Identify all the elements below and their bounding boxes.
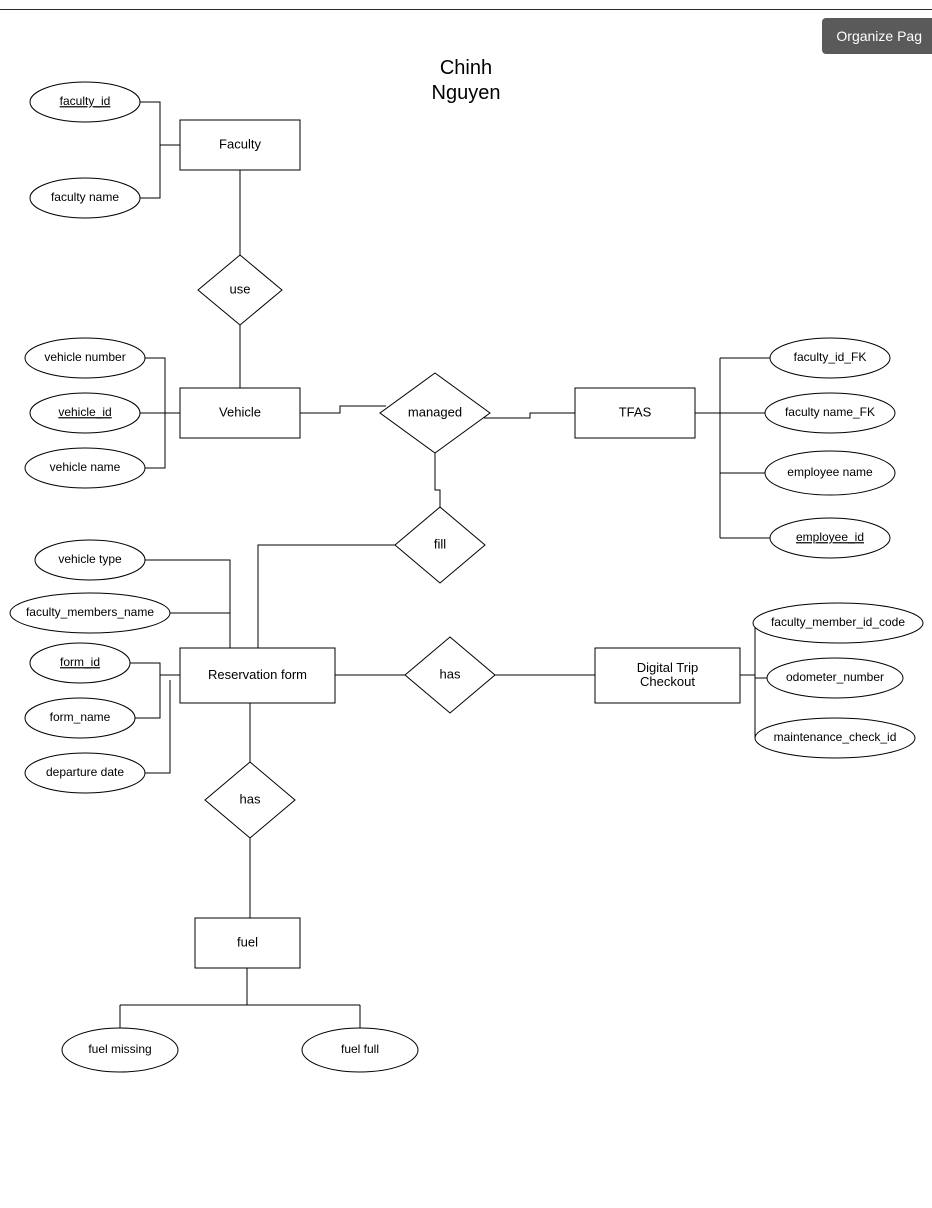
attribute-fuel_full: fuel full <box>302 1028 418 1072</box>
svg-text:employee_id: employee_id <box>796 530 864 544</box>
svg-text:Faculty: Faculty <box>219 136 261 151</box>
svg-text:use: use <box>230 281 251 296</box>
svg-text:faculty_member_id_code: faculty_member_id_code <box>771 615 905 629</box>
svg-text:vehicle number: vehicle number <box>44 350 125 364</box>
relationship-has1: has <box>405 637 495 713</box>
svg-text:employee name: employee name <box>787 465 873 479</box>
attribute-fac_members_name: faculty_members_name <box>10 593 170 633</box>
svg-text:faculty name: faculty name <box>51 190 119 204</box>
svg-text:Checkout: Checkout <box>640 674 695 689</box>
attribute-vehicle_number: vehicle number <box>25 338 145 378</box>
attribute-form_name: form_name <box>25 698 135 738</box>
attribute-faculty_id_fk: faculty_id_FK <box>770 338 890 378</box>
relationship-fill: fill <box>395 507 485 583</box>
attribute-vehicle_id: vehicle_id <box>30 393 140 433</box>
svg-text:maintenance_check_id: maintenance_check_id <box>774 730 897 744</box>
svg-text:fill: fill <box>434 536 446 551</box>
svg-text:vehicle name: vehicle name <box>50 460 121 474</box>
er-diagram: Faculty Vehicle TFAS Reservation form Digita… <box>0 0 932 1208</box>
entity-vehicle: Vehicle <box>180 388 300 438</box>
svg-text:faculty_id: faculty_id <box>60 94 111 108</box>
attribute-fuel_missing: fuel missing <box>62 1028 178 1072</box>
entity-resform: Reservation form <box>180 648 335 703</box>
svg-text:Reservation form: Reservation form <box>208 667 307 682</box>
svg-text:TFAS: TFAS <box>619 404 652 419</box>
svg-text:Digital Trip: Digital Trip <box>637 660 698 675</box>
svg-text:vehicle type: vehicle type <box>58 552 122 566</box>
svg-text:faculty_members_name: faculty_members_name <box>26 605 154 619</box>
relationship-use: use <box>198 255 282 325</box>
attribute-faculty_name_fk: faculty name_FK <box>765 393 895 433</box>
entity-fuel: fuel <box>195 918 300 968</box>
attribute-faculty_id: faculty_id <box>30 82 140 122</box>
svg-text:fuel: fuel <box>237 934 258 949</box>
svg-text:fuel missing: fuel missing <box>88 1042 151 1056</box>
attribute-employee_id: employee_id <box>770 518 890 558</box>
svg-text:Vehicle: Vehicle <box>219 404 261 419</box>
attribute-vehicle_name: vehicle name <box>25 448 145 488</box>
attribute-maint_check_id: maintenance_check_id <box>755 718 915 758</box>
attribute-vehicle_type: vehicle type <box>35 540 145 580</box>
svg-text:faculty_id_FK: faculty_id_FK <box>794 350 867 364</box>
svg-text:has: has <box>440 666 461 681</box>
svg-text:has: has <box>240 791 261 806</box>
relationship-has2: has <box>205 762 295 838</box>
entity-tfas: TFAS <box>575 388 695 438</box>
attribute-departure_date: departure date <box>25 753 145 793</box>
svg-text:odometer_number: odometer_number <box>786 670 884 684</box>
svg-text:departure date: departure date <box>46 765 124 779</box>
svg-text:fuel full: fuel full <box>341 1042 379 1056</box>
attribute-form_id: form_id <box>30 643 130 683</box>
entity-faculty: Faculty <box>180 120 300 170</box>
relationship-managed: managed <box>380 373 490 453</box>
svg-text:form_id: form_id <box>60 655 100 669</box>
attribute-odometer_number: odometer_number <box>767 658 903 698</box>
svg-text:faculty name_FK: faculty name_FK <box>785 405 875 419</box>
attribute-fac_member_id: faculty_member_id_code <box>753 603 923 643</box>
svg-text:vehicle_id: vehicle_id <box>58 405 111 419</box>
attribute-employee_name: employee name <box>765 451 895 495</box>
entity-dtc: Digital TripCheckout <box>595 648 740 703</box>
attribute-faculty_name: faculty name <box>30 178 140 218</box>
svg-text:form_name: form_name <box>50 710 111 724</box>
svg-text:managed: managed <box>408 404 462 419</box>
